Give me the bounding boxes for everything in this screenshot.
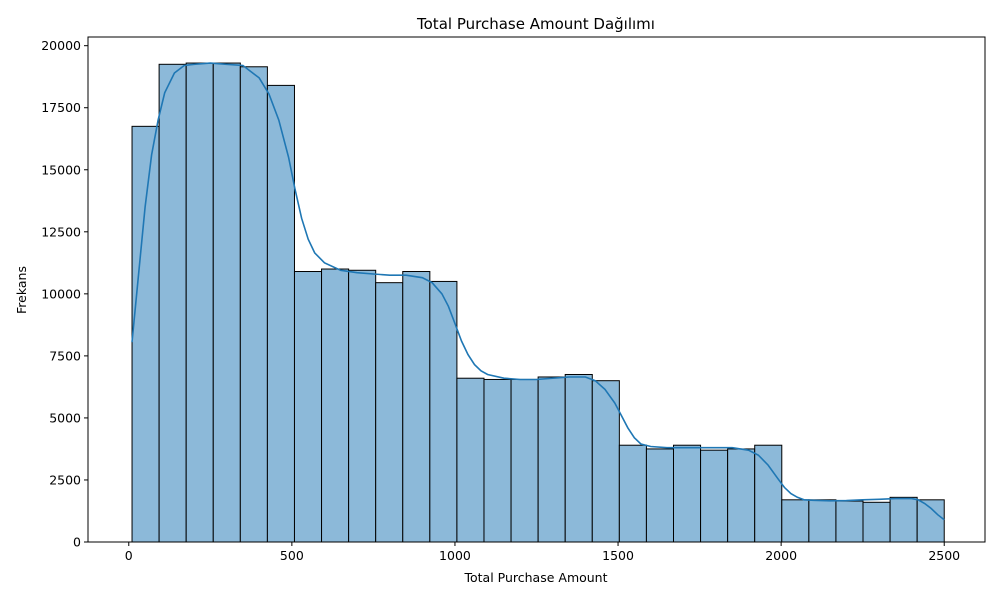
histogram-bar [808,499,837,543]
histogram-bar [239,66,268,543]
histogram-bar [266,84,295,543]
histogram-bar [402,271,431,543]
histogram-bar [348,269,377,543]
y-axis-ticks: 0 2500 5000 7500 10000 12500 15000 17500 20000 [41,38,88,550]
y-axis-label: Frekans [14,266,29,314]
histogram-bar [131,125,160,543]
histogram-bar [456,377,485,543]
histogram-bar [429,280,458,543]
histogram-bar [537,376,566,543]
y-tick-label: 15000 [41,162,81,177]
histogram-bar [700,449,729,543]
histogram-bar [483,378,512,543]
histogram-bar [375,282,404,543]
histogram-bar [862,501,891,543]
histogram-bar [564,373,593,543]
histogram-bar [510,378,539,543]
histogram-bar [835,500,864,543]
y-tick-label: 20000 [41,38,81,53]
histogram-bar [754,444,783,543]
x-axis-label: Total Purchase Amount [463,570,607,585]
y-tick-label: 7500 [49,348,81,363]
x-tick-label: 500 [280,548,304,563]
y-tick-label: 10000 [41,286,81,301]
x-tick-label: 1000 [439,548,471,563]
chart-title: Total Purchase Amount Dağılımı [416,15,655,33]
histogram-bar [321,268,350,543]
x-tick-label: 0 [125,548,133,563]
x-tick-label: 1500 [602,548,634,563]
y-tick-label: 12500 [41,224,81,239]
histogram-bar [781,499,810,543]
histogram-bar [727,448,756,543]
bars-group [131,62,945,543]
histogram-bar [293,271,323,543]
x-tick-label: 2500 [928,548,960,563]
histogram-bar [591,380,620,543]
x-axis-ticks: 0 500 1000 1500 2000 2500 [125,542,960,563]
histogram-bar [618,444,647,543]
y-tick-label: 17500 [41,100,81,115]
histogram-bar [889,496,918,543]
kde-curve [131,62,945,521]
y-tick-label: 2500 [49,472,81,487]
histogram-bar [672,444,702,543]
histogram-bar [916,499,945,543]
plot-frame [87,36,986,543]
histogram-bar [185,62,214,543]
y-tick-label: 5000 [49,410,81,425]
histogram-bar [158,63,187,543]
x-tick-label: 2000 [765,548,797,563]
histogram-bar [212,62,241,543]
y-tick-label: 0 [73,535,81,550]
histogram-bar [645,448,674,543]
